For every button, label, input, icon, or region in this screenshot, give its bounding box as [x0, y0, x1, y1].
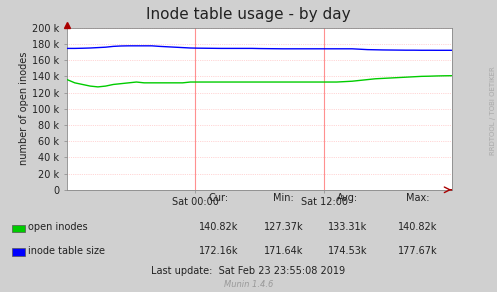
Y-axis label: number of open inodes: number of open inodes	[19, 52, 29, 166]
Text: RRDTOOL / TOBI OETIKER: RRDTOOL / TOBI OETIKER	[490, 67, 496, 155]
Text: 127.37k: 127.37k	[263, 222, 303, 232]
Text: Cur:: Cur:	[209, 193, 229, 203]
Text: Avg:: Avg:	[337, 193, 358, 203]
Text: 140.82k: 140.82k	[199, 222, 239, 232]
Text: Max:: Max:	[406, 193, 429, 203]
Text: 174.53k: 174.53k	[328, 246, 368, 256]
Text: 172.16k: 172.16k	[199, 246, 239, 256]
Text: 177.67k: 177.67k	[398, 246, 437, 256]
Text: 140.82k: 140.82k	[398, 222, 437, 232]
Text: 171.64k: 171.64k	[263, 246, 303, 256]
Text: inode table size: inode table size	[28, 246, 105, 256]
Text: Munin 1.4.6: Munin 1.4.6	[224, 280, 273, 289]
Text: open inodes: open inodes	[28, 222, 88, 232]
Text: Min:: Min:	[273, 193, 294, 203]
Text: Inode table usage - by day: Inode table usage - by day	[146, 7, 351, 22]
Text: Last update:  Sat Feb 23 23:55:08 2019: Last update: Sat Feb 23 23:55:08 2019	[152, 266, 345, 276]
Text: 133.31k: 133.31k	[329, 222, 367, 232]
